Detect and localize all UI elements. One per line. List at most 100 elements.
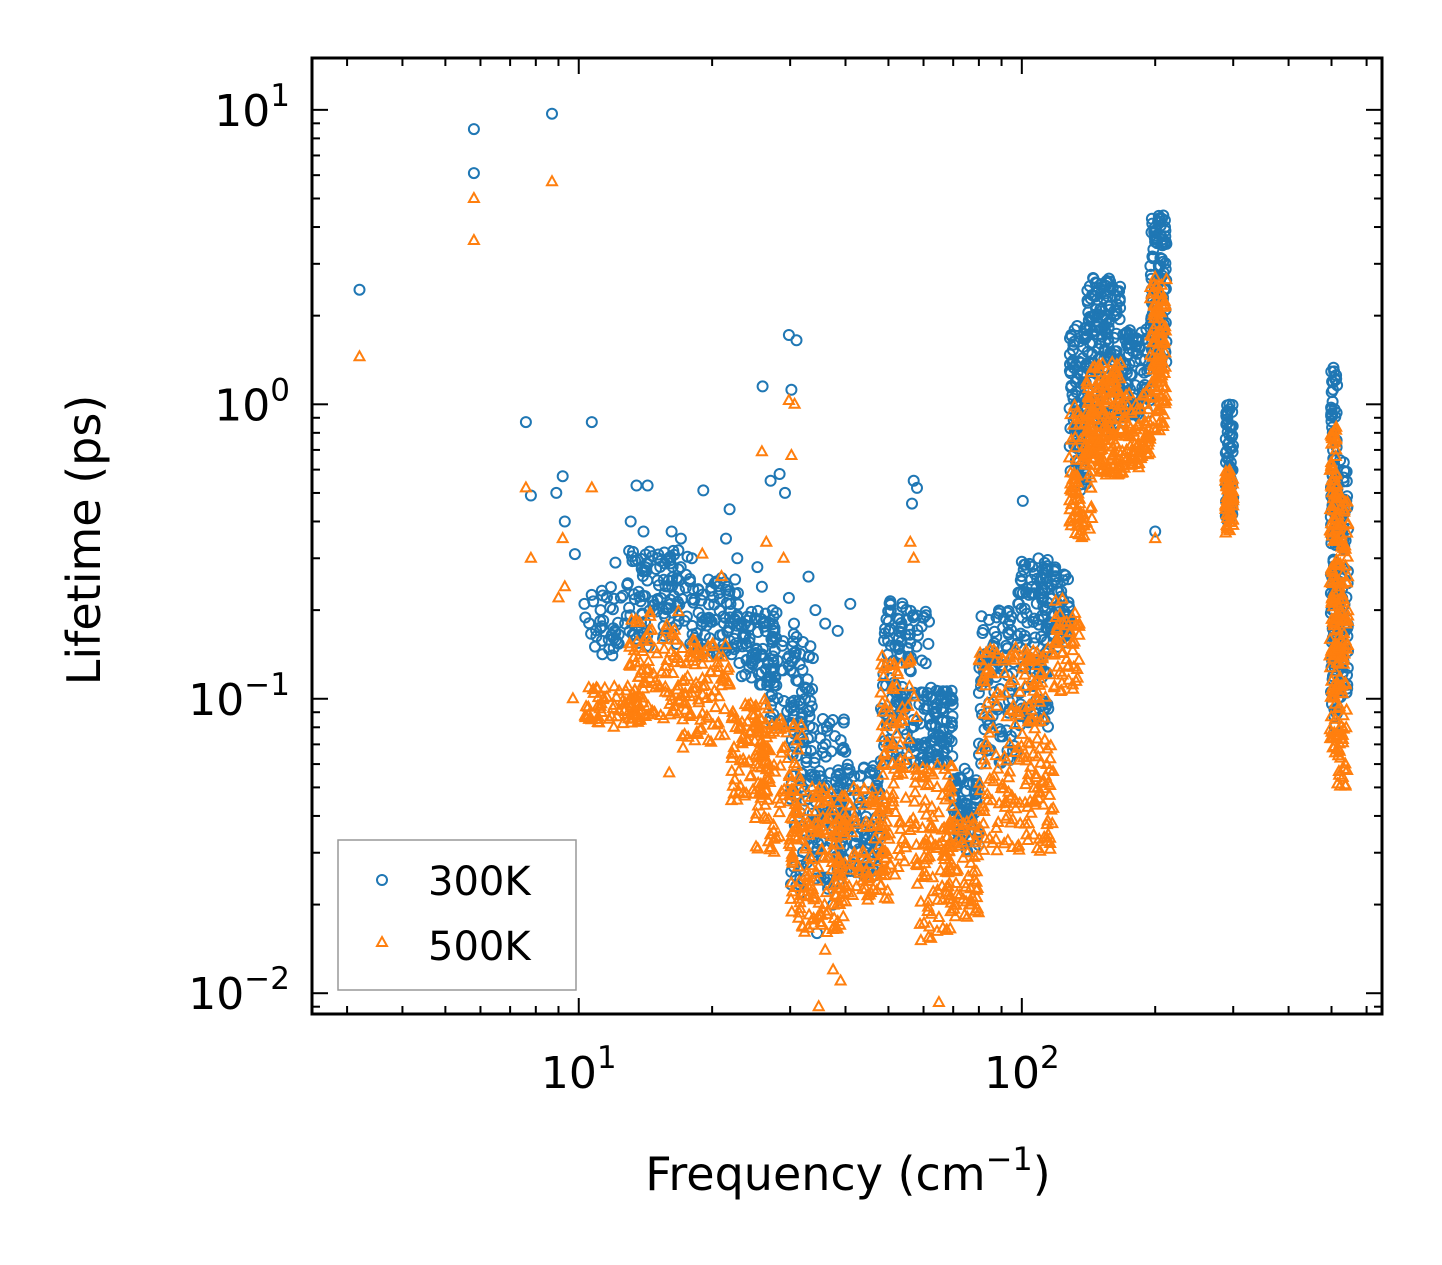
- data-point: [937, 685, 950, 698]
- data-point: [739, 785, 753, 798]
- data-point: [794, 717, 808, 730]
- data-point: [1016, 494, 1029, 507]
- data-point: [767, 666, 780, 678]
- data-point: [782, 392, 796, 405]
- data-point: [957, 907, 972, 920]
- data-point: [826, 962, 840, 975]
- data-point: [1029, 767, 1043, 780]
- data-point: [760, 783, 774, 796]
- data-point: [970, 864, 984, 877]
- data-point: [1005, 788, 1019, 801]
- data-point: [1338, 494, 1352, 507]
- data-point: [716, 649, 730, 662]
- data-point: [976, 627, 989, 639]
- data-point: [1325, 401, 1338, 414]
- data-point: [833, 973, 848, 986]
- data-point: [756, 380, 769, 393]
- data-point: [664, 550, 677, 563]
- data-point: [1121, 326, 1134, 339]
- data-point: [697, 484, 710, 497]
- data-point: [1036, 797, 1050, 810]
- data-point: [568, 548, 581, 561]
- data-point: [1070, 404, 1084, 417]
- data-point: [768, 671, 781, 684]
- data-point: [609, 556, 622, 569]
- data-point: [624, 515, 637, 528]
- data-point: [1047, 647, 1062, 660]
- data-point: [794, 783, 809, 796]
- data-point: [801, 889, 815, 902]
- data-point: [1000, 709, 1014, 722]
- data-point: [1038, 633, 1050, 646]
- data-point: [597, 614, 610, 627]
- data-point: [996, 781, 1011, 794]
- data-point: [579, 611, 592, 624]
- data-point: [1329, 448, 1343, 461]
- data-point: [519, 416, 532, 429]
- data-point: [1008, 647, 1022, 660]
- data-point: [712, 587, 725, 600]
- data-point: [519, 480, 533, 493]
- data-point: [1043, 841, 1057, 854]
- data-point: [877, 828, 892, 841]
- data-point: [607, 679, 621, 692]
- data-point: [1002, 764, 1017, 777]
- data-point: [1072, 652, 1086, 665]
- data-point: [809, 604, 822, 617]
- data-point: [808, 824, 822, 837]
- data-point: [963, 881, 978, 894]
- data-point: [723, 585, 736, 597]
- data-point: [919, 807, 934, 820]
- data-point: [1026, 746, 1040, 759]
- data-point: [1043, 751, 1057, 764]
- data-point: [1331, 677, 1345, 690]
- data-point: [764, 474, 777, 487]
- data-point: [1043, 616, 1056, 629]
- data-point: [1018, 602, 1031, 615]
- data-point: [857, 845, 872, 858]
- data-point: [903, 814, 917, 827]
- data-point: [862, 856, 877, 869]
- data-point: [833, 917, 847, 930]
- data-point: [861, 873, 876, 886]
- data-point: [833, 896, 847, 909]
- data-point: [598, 680, 612, 693]
- data-point: [1018, 678, 1032, 691]
- data-point: [949, 875, 963, 888]
- data-point: [960, 909, 974, 922]
- data-point: [923, 615, 935, 628]
- data-point: [902, 642, 915, 655]
- data-point: [627, 545, 639, 558]
- data-point: [1064, 407, 1078, 420]
- data-point: [1064, 432, 1078, 445]
- data-point: [791, 910, 806, 923]
- data-point: [791, 742, 805, 755]
- data-point: [973, 775, 987, 788]
- data-point: [767, 650, 779, 663]
- data-point: [1156, 415, 1170, 428]
- data-point: [1085, 407, 1099, 420]
- data-point: [797, 827, 811, 840]
- data-point: [612, 616, 624, 629]
- data-point: [947, 814, 961, 827]
- data-point: [1015, 726, 1029, 739]
- data-point: [704, 664, 718, 677]
- data-point: [1024, 805, 1038, 818]
- data-point: [924, 832, 938, 845]
- data-point: [700, 671, 714, 684]
- data-point: [1066, 388, 1079, 401]
- data-point: [1092, 453, 1107, 466]
- data-point: [1332, 608, 1346, 621]
- data-point: [1089, 308, 1102, 321]
- data-point: [621, 577, 634, 590]
- data-point: [840, 777, 853, 790]
- data-point: [904, 636, 917, 649]
- data-point: [686, 619, 699, 632]
- data-point: [926, 884, 940, 897]
- data-point: [1141, 447, 1155, 460]
- data-point: [654, 554, 667, 567]
- data-point: [751, 604, 764, 617]
- data-point: [805, 780, 819, 793]
- data-point: [737, 631, 750, 644]
- data-point: [1028, 721, 1042, 734]
